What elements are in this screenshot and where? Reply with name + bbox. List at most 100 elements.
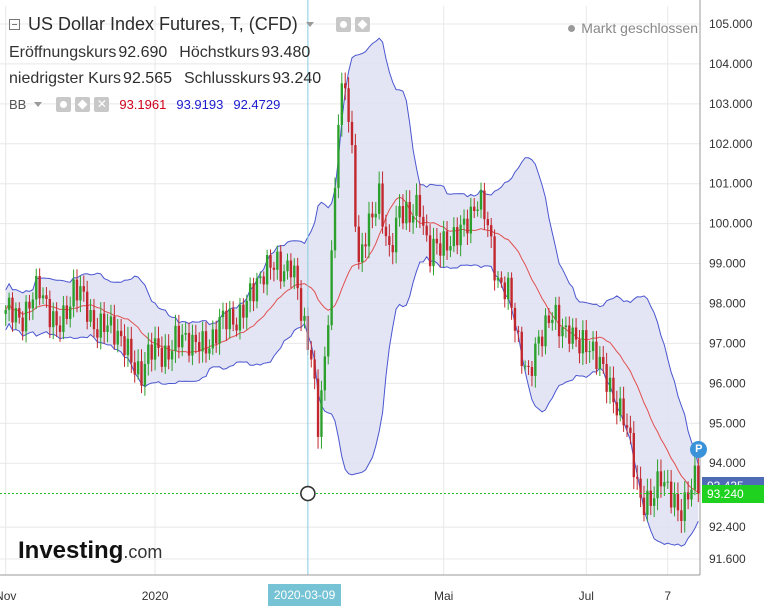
x-tick-label: 7	[664, 589, 671, 603]
candle-body	[160, 347, 164, 367]
markers	[0, 0, 700, 575]
y-tick-label: 97.000	[709, 336, 746, 350]
candle-body	[116, 330, 119, 345]
candle-body	[384, 226, 388, 237]
y-tick-label: 94.000	[709, 456, 746, 470]
candle-body	[323, 356, 327, 391]
candle-body	[422, 216, 425, 226]
chevron-down-icon[interactable]	[305, 22, 314, 27]
open-value: 92.690	[118, 44, 168, 61]
indicator-name: BB	[9, 97, 27, 112]
candle-body	[442, 231, 445, 256]
band-fill	[5, 38, 699, 547]
candle-body	[405, 201, 408, 224]
candle-body	[578, 339, 581, 354]
x-tick-label: Jul	[579, 589, 594, 603]
candle-body	[371, 213, 374, 218]
gear-icon[interactable]	[354, 17, 370, 32]
candle-body	[398, 206, 401, 218]
candle-body	[510, 277, 513, 308]
crosshair-date-label: 2020-03-09	[267, 584, 342, 606]
candle-body	[75, 279, 79, 301]
y-tick-label: 105.000	[709, 17, 753, 31]
candle-body	[561, 327, 564, 337]
candles	[4, 72, 700, 533]
p-badge-icon[interactable]: P	[690, 440, 708, 458]
candle-body	[204, 331, 208, 354]
candle-body	[490, 225, 493, 237]
candle-body	[310, 349, 313, 360]
candle-body	[211, 329, 214, 349]
status-dot-icon	[568, 24, 576, 32]
candle-body	[669, 481, 673, 508]
indicator-eye-icon[interactable]	[56, 97, 72, 112]
candle-body	[89, 310, 92, 322]
candle-body	[181, 334, 184, 348]
candle-body	[187, 332, 191, 356]
candle-body	[269, 254, 272, 268]
candle-body	[65, 305, 68, 319]
candle-body	[235, 324, 238, 331]
indicator-chevron-icon[interactable]	[34, 102, 43, 107]
candle-body	[639, 478, 642, 498]
candle-body	[646, 490, 649, 515]
candle-body	[255, 278, 259, 302]
candle-body	[85, 291, 89, 322]
candle-body	[92, 310, 96, 330]
candle-body	[500, 277, 503, 283]
candle-body	[459, 224, 462, 246]
candle-body	[374, 213, 377, 218]
candle-body	[554, 304, 557, 320]
candle-body	[215, 329, 218, 344]
candle-body	[452, 227, 456, 247]
candle-body	[571, 327, 574, 344]
candle-body	[218, 317, 221, 344]
candle-body	[456, 227, 459, 246]
collapse-icon[interactable]	[9, 19, 20, 30]
candle-body	[38, 276, 41, 299]
candle-body	[625, 425, 629, 428]
candle-body	[632, 433, 635, 478]
candle-body	[493, 236, 496, 281]
candle-body	[221, 310, 225, 318]
candle-body	[428, 235, 432, 267]
candle-body	[415, 194, 418, 216]
candle-body	[170, 351, 174, 360]
candle-body	[330, 250, 333, 326]
candle-body	[506, 277, 510, 300]
candle-body	[344, 83, 347, 89]
candle-body	[642, 497, 646, 515]
candle-body	[106, 325, 109, 332]
bb-upper-value: 93.9193	[176, 97, 224, 112]
candle-body	[551, 319, 554, 324]
candle-body	[327, 325, 330, 357]
y-tick-label: 102.000	[709, 137, 753, 151]
candle-body	[282, 271, 286, 282]
y-tick-label: 98.000	[709, 296, 746, 310]
candle-body	[194, 334, 198, 343]
candle-body	[18, 308, 21, 318]
indicator-close-icon[interactable]: ✕	[94, 97, 110, 112]
candle-body	[676, 493, 680, 511]
candle-body	[612, 377, 615, 403]
candle-body	[605, 364, 608, 392]
candle-body	[248, 283, 252, 301]
close-value: 93.240	[272, 70, 322, 87]
indicator-gear-icon[interactable]	[75, 97, 91, 112]
candle-body	[279, 251, 282, 282]
candle-body	[537, 336, 540, 344]
low-value: 92.565	[123, 70, 172, 87]
eye-icon[interactable]	[335, 17, 351, 32]
low-label: niedrigster Kurs	[9, 70, 122, 87]
candle-body	[198, 342, 201, 352]
candle-body	[520, 331, 523, 367]
candle-body	[486, 219, 489, 226]
candle-body	[174, 325, 177, 352]
candle-body	[228, 308, 231, 330]
candle-body	[28, 301, 31, 309]
candle-body	[167, 345, 170, 360]
candle-body	[619, 398, 622, 416]
y-tick-label: 91.600	[709, 552, 746, 566]
candle-body	[201, 331, 204, 352]
